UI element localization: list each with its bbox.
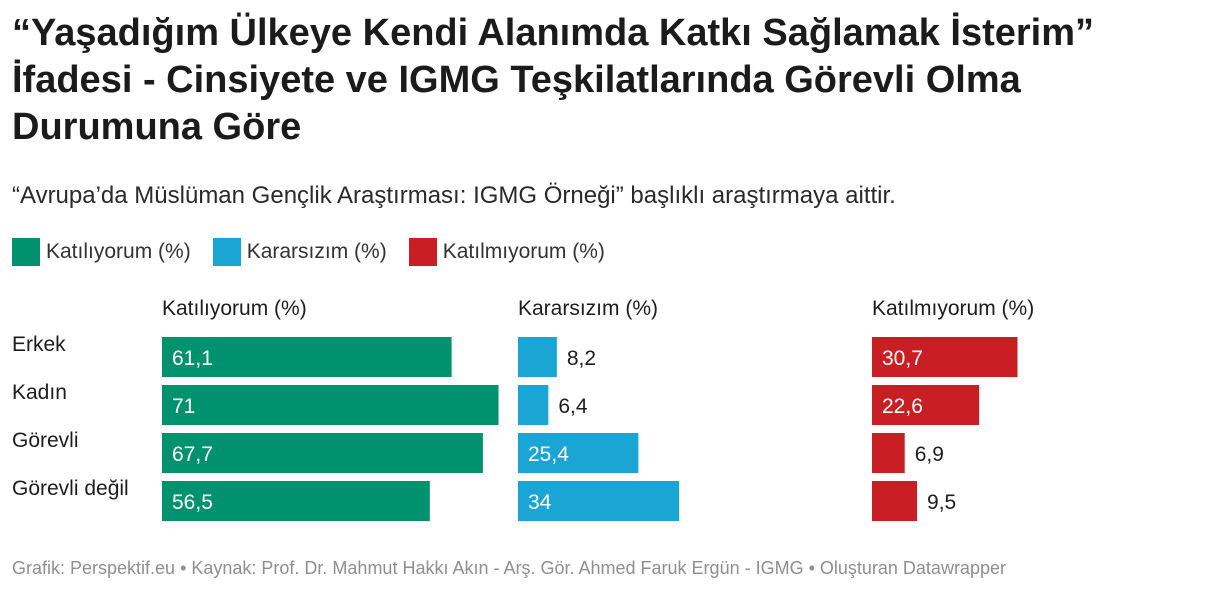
data-label: 71 <box>172 395 195 418</box>
legend-swatch-katilmiyorum <box>408 238 437 266</box>
category-label: Görevli değil <box>12 477 129 500</box>
legend: Katılıyorum (%) Kararsızım (%) Katılmıyo… <box>12 237 627 267</box>
legend-swatch-katiliyorum <box>12 238 40 266</box>
bar <box>518 433 639 473</box>
legend-swatch-kararsizim <box>212 238 241 266</box>
data-label: 22,6 <box>882 395 923 418</box>
category-label: Kadın <box>12 381 67 404</box>
bar <box>518 385 549 425</box>
legend-item-kararsizim: Kararsızım (%) <box>212 238 387 266</box>
data-label: 8,2 <box>567 347 596 370</box>
bar <box>518 481 680 521</box>
data-label: 56,5 <box>172 491 213 514</box>
bar <box>162 337 452 377</box>
data-label: 30,7 <box>882 347 923 370</box>
bar <box>162 433 483 473</box>
panel-header: Katılıyorum (%) <box>162 297 307 320</box>
legend-item-katiliyorum: Katılıyorum (%) <box>12 238 191 266</box>
chart-footer: Grafik: Perspektif.eu • Kaynak: Prof. Dr… <box>12 558 1006 578</box>
data-label: 9,5 <box>927 491 956 514</box>
bar <box>518 337 557 377</box>
bar <box>162 385 499 425</box>
legend-label-katiliyorum: Katılıyorum (%) <box>46 240 191 263</box>
chart-title: “Yaşadığım Ülkeye Kendi Alanımda Katkı S… <box>12 12 1095 148</box>
data-label: 61,1 <box>172 347 213 370</box>
data-label: 6,4 <box>558 395 588 418</box>
bar <box>162 481 430 521</box>
category-label: Erkek <box>12 333 66 356</box>
data-label: 34 <box>528 491 552 514</box>
bar-chart: Erkek Kadın Görevli Görevli değil Katılıyoru… <box>12 297 1034 521</box>
data-label: 6,9 <box>915 443 944 466</box>
legend-item-katilmiyorum: Katılmıyorum (%) <box>408 238 605 266</box>
chart-subtitle: “Avrupa’da Müslüman Gençlik Araştırması:… <box>12 182 896 209</box>
bar <box>872 481 918 521</box>
legend-label-kararsizim: Kararsızım (%) <box>246 240 387 263</box>
panel-header: Katılmıyorum (%) <box>872 297 1034 320</box>
bar <box>872 433 905 473</box>
data-label: 25,4 <box>528 443 569 466</box>
bar <box>872 385 980 425</box>
legend-label-katilmiyorum: Katılmıyorum (%) <box>442 240 605 263</box>
panel-header: Kararsızım (%) <box>518 297 658 320</box>
category-label: Görevli <box>12 429 79 452</box>
data-label: 67,7 <box>172 443 213 466</box>
bar <box>872 337 1018 377</box>
